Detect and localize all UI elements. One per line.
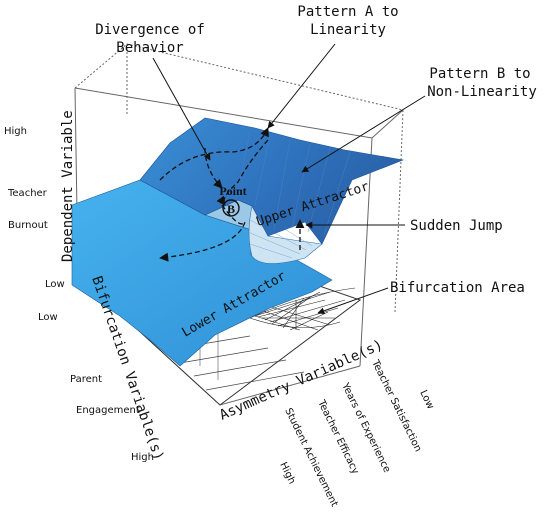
bifurcation-low-label: Low bbox=[38, 312, 58, 323]
point-b-marker bbox=[222, 199, 240, 217]
bifurcation-area-label: Bifurcation Area bbox=[390, 280, 525, 296]
point-b-letter: B bbox=[227, 202, 235, 216]
divergence-label-line1: Divergence of bbox=[95, 22, 205, 38]
point-label: Point bbox=[219, 184, 246, 198]
bifurcation-cusp bbox=[249, 287, 356, 331]
asymmetry-high-label: High bbox=[277, 460, 297, 485]
dependent-low-label: Low bbox=[45, 279, 65, 290]
pattern-b-label-line2: Non-Linearity bbox=[427, 84, 537, 100]
trajectory-pattern-b bbox=[159, 204, 246, 262]
pattern-a-label-line2: Linearity bbox=[310, 22, 386, 38]
pattern-a-label-line1: Pattern A to bbox=[297, 4, 398, 20]
sudden-jump-label: Sudden Jump bbox=[410, 218, 503, 234]
fold-ridge bbox=[248, 205, 323, 264]
dependent-high-label: High bbox=[4, 126, 27, 137]
upper-attractor-surface bbox=[139, 117, 405, 245]
trajectory-a-return bbox=[216, 139, 269, 206]
dependent-axis-title: Dependent Variable bbox=[60, 110, 76, 262]
divergence-label-line2: Behavior bbox=[116, 40, 183, 56]
upper-surface-grid bbox=[235, 131, 351, 236]
dependent-name-line1: Teacher bbox=[7, 188, 48, 199]
pattern-b-label-line1: Pattern B to bbox=[429, 66, 530, 82]
bifurcation-high-label: High bbox=[131, 452, 154, 463]
bifurcation-name-line1: Parent bbox=[70, 374, 102, 385]
bifurcation-name-line2: Engagement bbox=[76, 405, 140, 416]
asymmetry-low-label: Low bbox=[417, 388, 436, 411]
dependent-name-line2: Burnout bbox=[8, 220, 48, 231]
annotation-arrows bbox=[152, 43, 426, 315]
